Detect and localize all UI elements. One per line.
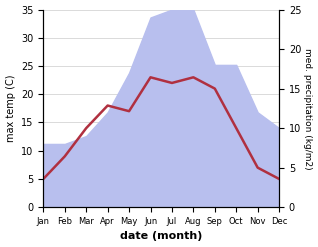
Y-axis label: med. precipitation (kg/m2): med. precipitation (kg/m2) bbox=[303, 48, 313, 169]
X-axis label: date (month): date (month) bbox=[120, 231, 203, 242]
Y-axis label: max temp (C): max temp (C) bbox=[5, 75, 16, 142]
